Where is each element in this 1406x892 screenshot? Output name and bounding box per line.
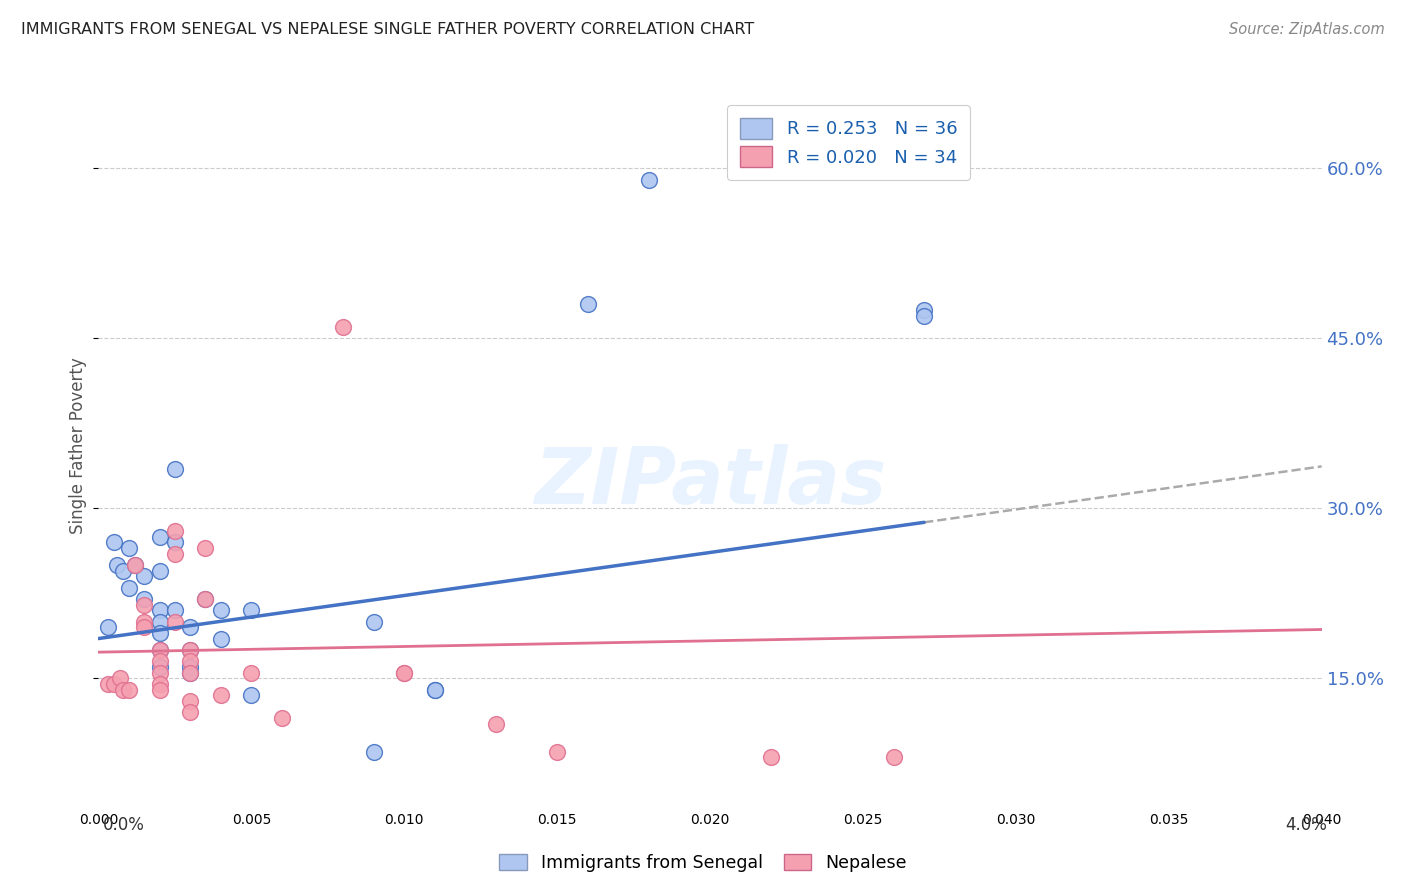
Point <box>111 682 134 697</box>
Y-axis label: Single Father Poverty: Single Father Poverty <box>69 358 87 534</box>
Point <box>163 615 186 629</box>
Point <box>883 750 905 764</box>
Point <box>149 654 172 668</box>
Point <box>392 665 416 680</box>
Point <box>637 173 661 187</box>
Point <box>194 591 217 606</box>
Point <box>118 682 141 697</box>
Point <box>240 688 263 702</box>
Point <box>912 309 935 323</box>
Legend: Immigrants from Senegal, Nepalese: Immigrants from Senegal, Nepalese <box>492 847 914 879</box>
Point <box>149 665 172 680</box>
Point <box>240 665 263 680</box>
Point <box>163 603 186 617</box>
Point <box>912 303 935 318</box>
Point <box>149 626 172 640</box>
Point <box>194 591 217 606</box>
Point <box>97 677 120 691</box>
Point <box>149 643 172 657</box>
Point <box>179 694 201 708</box>
Point <box>179 620 201 634</box>
Point <box>546 745 568 759</box>
Point <box>149 615 172 629</box>
Point <box>134 615 156 629</box>
Point <box>149 603 172 617</box>
Text: IMMIGRANTS FROM SENEGAL VS NEPALESE SINGLE FATHER POVERTY CORRELATION CHART: IMMIGRANTS FROM SENEGAL VS NEPALESE SING… <box>21 22 755 37</box>
Point <box>485 716 508 731</box>
Point <box>423 682 446 697</box>
Point <box>149 530 172 544</box>
Point <box>759 750 782 764</box>
Point <box>163 461 186 475</box>
Point <box>124 558 146 572</box>
Point <box>108 671 131 685</box>
Legend: R = 0.253   N = 36, R = 0.020   N = 34: R = 0.253 N = 36, R = 0.020 N = 34 <box>727 105 970 179</box>
Point <box>134 569 156 583</box>
Point <box>179 654 201 668</box>
Point <box>111 564 134 578</box>
Point <box>134 620 156 634</box>
Point <box>363 615 385 629</box>
Point <box>103 677 125 691</box>
Point <box>103 535 125 549</box>
Point <box>97 620 120 634</box>
Point <box>332 320 354 334</box>
Point <box>149 677 172 691</box>
Point <box>423 682 446 697</box>
Point <box>209 603 232 617</box>
Point <box>363 745 385 759</box>
Point <box>179 660 201 674</box>
Text: Source: ZipAtlas.com: Source: ZipAtlas.com <box>1229 22 1385 37</box>
Point <box>179 643 201 657</box>
Point <box>270 711 294 725</box>
Point <box>149 682 172 697</box>
Point <box>163 535 186 549</box>
Point <box>149 660 172 674</box>
Point <box>209 632 232 646</box>
Point <box>163 524 186 538</box>
Point <box>149 564 172 578</box>
Point <box>118 581 141 595</box>
Point <box>194 541 217 555</box>
Point <box>179 665 201 680</box>
Text: 0.0%: 0.0% <box>103 816 145 834</box>
Point <box>179 705 201 719</box>
Point <box>392 665 416 680</box>
Text: ZIPatlas: ZIPatlas <box>534 443 886 520</box>
Point <box>134 598 156 612</box>
Text: 4.0%: 4.0% <box>1285 816 1327 834</box>
Point <box>149 643 172 657</box>
Point <box>179 665 201 680</box>
Point <box>134 591 156 606</box>
Point <box>118 541 141 555</box>
Point <box>179 643 201 657</box>
Point <box>105 558 128 572</box>
Point <box>124 558 146 572</box>
Point <box>240 603 263 617</box>
Point <box>576 297 599 311</box>
Point <box>163 547 186 561</box>
Point <box>209 688 232 702</box>
